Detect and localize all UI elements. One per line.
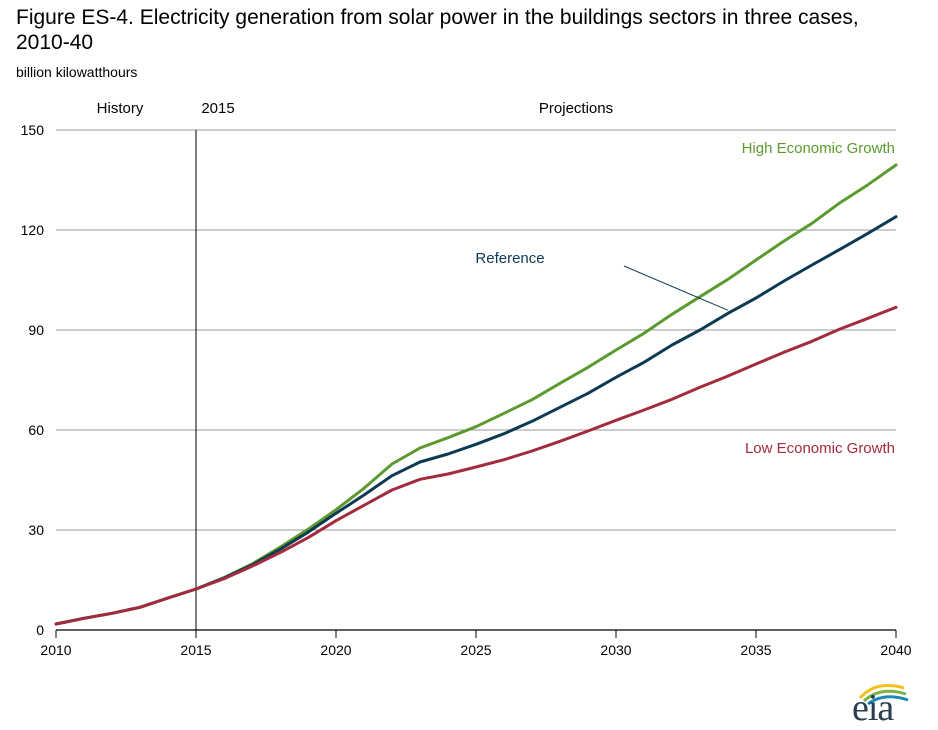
x-axis-ticks: 2010 2015 2020 2025 2030 2035 2040 [40,630,912,658]
history-label: History [97,100,144,117]
x-tick-label: 2040 [880,642,911,658]
annotation-low-economic-growth: Low Economic Growth [745,440,895,457]
chart-title: Figure ES-4. Electricity generation from… [16,6,859,54]
x-tick-label: 2010 [40,642,71,658]
y-tick-label: 150 [21,122,45,138]
annotation-high-economic-growth: High Economic Growth [742,140,895,157]
region-labels: History 2015 Projections [97,100,613,630]
projections-label: Projections [539,100,613,117]
gridlines [56,129,896,631]
x-tick-label: 2015 [180,642,211,658]
x-tick-label: 2025 [460,642,491,658]
series-line-reference [54,215,898,626]
series-line-low-economic-growth [54,305,898,626]
eia-logo: eia [846,678,916,729]
y-tick-label: 90 [28,322,44,338]
series-line-high-economic-growth [54,163,898,626]
annotation-reference: Reference [475,250,544,267]
y-tick-label: 120 [21,222,45,238]
logo-swoosh-icon [858,684,909,706]
y-axis-unit-label: billion kilowatthours [16,64,138,80]
y-tick-label: 0 [36,622,44,638]
x-tick-label: 2035 [740,642,771,658]
reference-leader-line [623,265,729,311]
logo-text: eia [852,687,894,729]
x-tick-label: 2030 [600,642,631,658]
y-tick-label: 60 [28,422,44,438]
y-tick-label: 30 [28,522,44,538]
series-annotations: High Economic Growth Reference Low Economi… [475,140,895,457]
divider-year-label: 2015 [201,100,234,117]
y-axis-ticks: 0 30 60 90 120 150 [21,122,45,638]
x-tick-label: 2020 [320,642,351,658]
series-lines [54,163,898,626]
